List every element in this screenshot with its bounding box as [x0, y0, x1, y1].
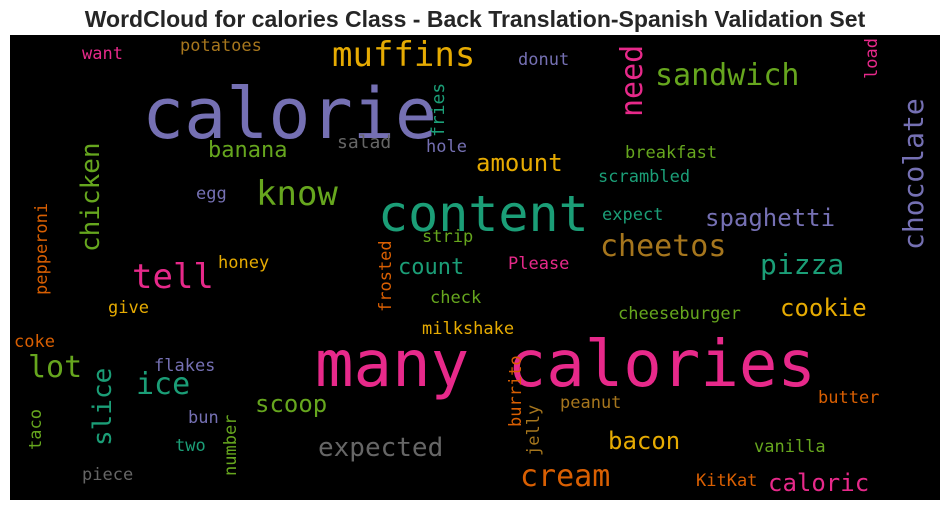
word-ice: ice: [136, 367, 191, 402]
word-cookie: cookie: [780, 294, 867, 322]
word-chicken: chicken: [76, 142, 106, 252]
word-piece: piece: [82, 465, 134, 485]
word-muffins: muffins: [332, 35, 476, 75]
word-breakfast: breakfast: [625, 143, 718, 163]
word-taco: taco: [26, 409, 46, 450]
word-potatoes: potatoes: [180, 36, 262, 56]
word-expected: expected: [318, 433, 444, 463]
word-caloric: caloric: [768, 469, 870, 497]
word-kitkat: KitKat: [696, 471, 758, 491]
word-scrambled: scrambled: [598, 167, 691, 187]
word-lot: lot: [28, 350, 83, 385]
word-frosted: frosted: [376, 240, 396, 312]
word-cheetos: cheetos: [600, 229, 727, 264]
word-chocolate: chocolate: [897, 98, 930, 250]
word-cream: cream: [520, 459, 611, 494]
word-number: number: [221, 414, 241, 476]
word-expect: expect: [602, 205, 664, 225]
word-pepperoni: pepperoni: [32, 202, 52, 295]
word-sandwich: sandwich: [655, 58, 800, 93]
word-content: content: [378, 185, 589, 243]
word-coke: coke: [14, 332, 55, 352]
word-need: need: [615, 44, 650, 117]
word-please: Please: [508, 254, 570, 274]
word-scoop: scoop: [255, 390, 328, 418]
word-honey: honey: [218, 253, 270, 273]
word-donut: donut: [518, 50, 570, 70]
word-slice: slice: [88, 367, 118, 446]
word-want: want: [82, 44, 123, 64]
word-many-calories: many calories: [315, 328, 816, 402]
word-burrito: burrito: [506, 355, 526, 427]
word-give: give: [108, 298, 149, 318]
word-load: load: [862, 38, 882, 79]
word-cheeseburger: cheeseburger: [618, 304, 741, 324]
word-banana: banana: [208, 138, 288, 163]
word-hole: hole: [426, 137, 467, 157]
word-fries: fries: [428, 82, 449, 137]
word-salad: salad: [337, 132, 392, 153]
word-cloud: calorie many calories content muffins know te…: [10, 35, 940, 500]
word-calorie: calorie: [142, 73, 438, 155]
word-vanilla: vanilla: [754, 437, 826, 457]
word-pizza: pizza: [760, 248, 845, 281]
word-know: know: [256, 174, 338, 214]
word-strip: strip: [422, 227, 474, 247]
word-tell: tell: [132, 257, 214, 297]
word-bun: bun: [188, 408, 219, 428]
word-amount: amount: [476, 149, 563, 177]
word-two: two: [175, 436, 206, 456]
word-check: check: [430, 288, 482, 308]
word-milkshake: milkshake: [422, 319, 515, 339]
word-spaghetti: spaghetti: [705, 204, 836, 232]
word-peanut: peanut: [560, 393, 622, 413]
word-bacon: bacon: [608, 427, 681, 455]
word-butter: butter: [818, 388, 880, 408]
word-egg: egg: [196, 184, 227, 204]
chart-title: WordCloud for calories Class - Back Tran…: [84, 6, 866, 32]
word-jelly: jelly: [524, 404, 544, 456]
word-flakes: flakes: [154, 356, 216, 376]
word-count: count: [398, 255, 465, 280]
